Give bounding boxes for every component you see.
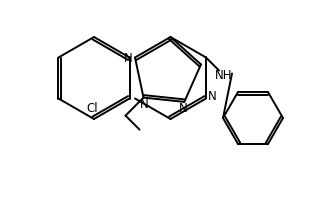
Text: NH: NH [215,69,233,82]
Text: Cl: Cl [86,102,98,115]
Text: N: N [140,98,149,111]
Text: N: N [179,102,188,115]
Text: N: N [124,52,132,65]
Text: N: N [208,90,216,103]
